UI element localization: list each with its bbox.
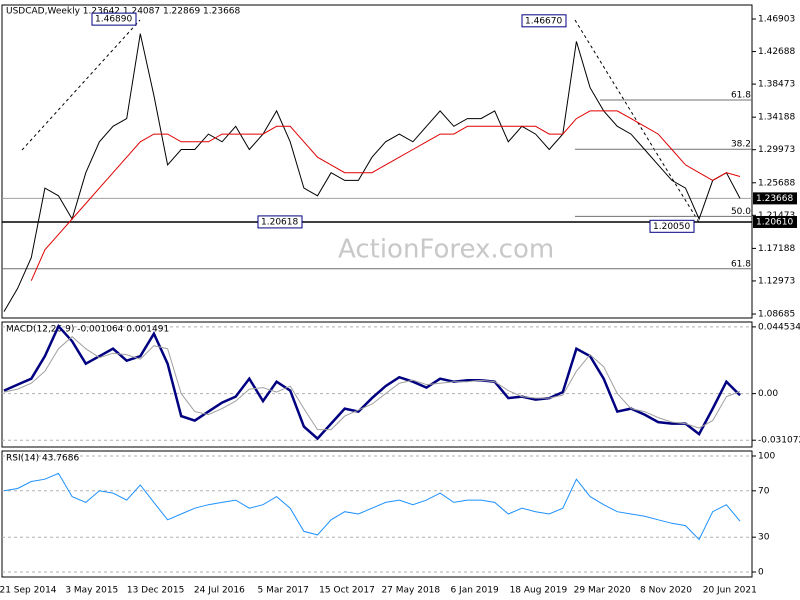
x-tick-label: 24 Jul 2016 <box>194 586 245 596</box>
x-tick-label: 21 Sep 2014 <box>0 586 57 596</box>
fib-label: 38.2 <box>731 140 751 150</box>
y-tick-label: 1.34188 <box>758 113 795 123</box>
x-tick-label: 20 Jun 2021 <box>703 586 757 596</box>
watermark: ActionForex.com <box>338 235 554 265</box>
chart-title: USDCAD,Weekly 1.23642 1.24087 1.22869 1.… <box>6 7 241 17</box>
price-pane <box>1 4 753 319</box>
y-tick-label: 1.12973 <box>758 276 795 286</box>
pane-title: RSI(14) 43.7686 <box>6 454 79 464</box>
trendline <box>21 19 141 151</box>
y-tick-label: 0.00 <box>758 389 778 399</box>
macd-pane <box>1 321 753 448</box>
price-label: 1.20610 <box>756 217 793 227</box>
series-line <box>3 336 741 431</box>
annotation-box <box>91 12 137 26</box>
x-tick-label: 27 May 2018 <box>381 586 440 596</box>
y-tick-label: 0 <box>758 568 764 578</box>
annotation-label: 1.20050 <box>653 222 690 232</box>
y-tick-label: 1.08685 <box>758 310 795 320</box>
price-box <box>753 192 797 205</box>
y-tick-label: 1.25688 <box>758 178 795 188</box>
pane-title: MACD(12,26,9) -0.001064 0.001491 <box>6 325 169 335</box>
x-tick-label: 5 Mar 2017 <box>258 586 309 596</box>
x-tick-label: 29 Mar 2020 <box>574 586 631 596</box>
series-line <box>3 323 741 441</box>
annotation-box <box>257 215 303 229</box>
y-tick-label: 70 <box>758 486 770 496</box>
fib-label: 61.8 <box>731 90 751 100</box>
y-tick-label: 1.21473 <box>758 211 795 221</box>
rsi-pane <box>1 450 753 578</box>
annotation-box <box>521 14 567 28</box>
x-tick-label: 6 Jan 2019 <box>450 586 498 596</box>
y-tick-label: 1.29973 <box>758 145 795 155</box>
annotation-label: 1.46670 <box>525 16 562 26</box>
series-line <box>30 110 741 281</box>
y-tick-label: 100 <box>758 451 775 461</box>
fib-label: 61.8 <box>731 259 751 269</box>
x-tick-label: 8 Nov 2020 <box>640 586 692 596</box>
trendline <box>574 19 701 225</box>
x-tick-label: 13 Dec 2015 <box>127 586 185 596</box>
x-tick-label: 3 May 2015 <box>65 586 118 596</box>
x-tick-label: 18 Aug 2019 <box>510 586 568 596</box>
series-line <box>3 472 741 541</box>
annotation-label: 1.20618 <box>261 217 298 227</box>
y-tick-label: 0.044534 <box>758 322 800 332</box>
x-tick-label: 15 Oct 2017 <box>319 586 375 596</box>
annotation-box <box>649 219 695 233</box>
y-tick-label: 1.42688 <box>758 47 795 57</box>
price-label: 1.23668 <box>756 194 793 204</box>
y-tick-label: 1.17188 <box>758 244 795 254</box>
y-tick-label: 1.46903 <box>758 15 795 25</box>
fib-label: 50.0 <box>731 207 751 217</box>
series-line <box>3 33 741 312</box>
y-tick-label: -0.031072 <box>758 436 800 446</box>
annotation-label: 1.46890 <box>95 15 132 25</box>
price-box <box>753 215 797 228</box>
y-tick-label: 30 <box>758 533 770 543</box>
y-tick-label: 1.38473 <box>758 80 795 90</box>
